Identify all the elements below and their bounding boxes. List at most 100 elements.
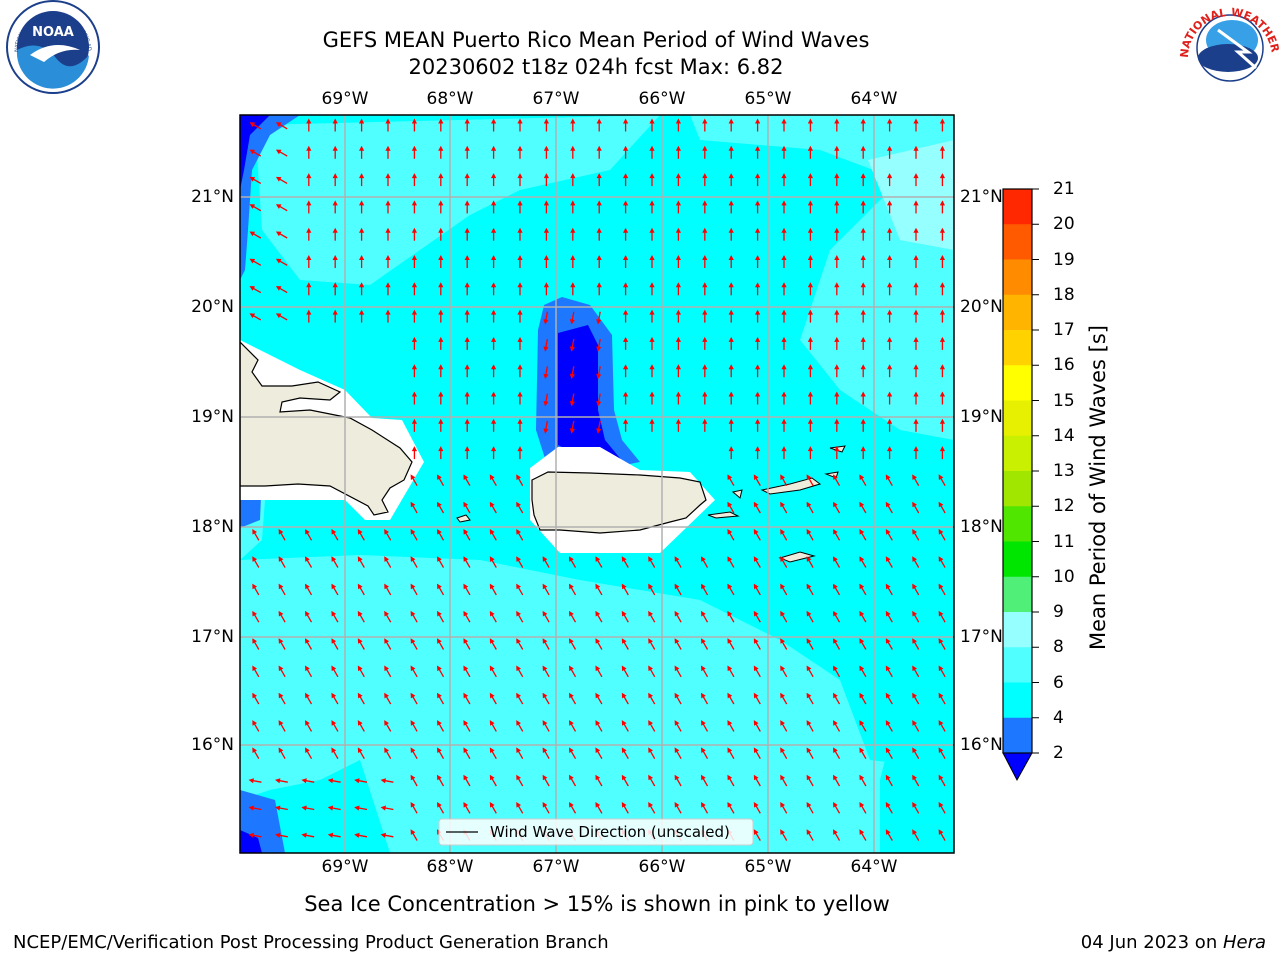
direction-arrow-head [859,802,865,808]
direction-arrow-head [410,829,416,835]
bottom-lon-label: 67°W [532,857,580,877]
direction-arrow-head [938,583,944,590]
direction-arrow-head [938,556,944,562]
direction-arrow-head [464,227,470,233]
direction-arrow-head [249,149,256,155]
direction-arrow-head [885,747,891,753]
direction-arrow-head [542,556,548,562]
direction-arrow-head [410,556,416,562]
direction-arrow-head [491,364,497,370]
direction-arrow-head [648,802,653,808]
direction-arrow-head [463,638,469,644]
map-area [240,115,954,853]
direction-arrow-head [516,747,521,753]
direction-arrow-head [410,665,416,672]
direction-arrow-head [623,282,629,288]
direction-arrow-head [860,418,866,424]
direction-arrow-head [728,282,734,288]
direction-arrow-head [939,446,945,452]
direction-arrow-head [305,529,310,535]
direction-arrow-head [596,282,602,288]
direction-arrow-head [249,286,256,291]
direction-arrow-head [649,145,655,151]
direction-arrow-head [411,200,417,206]
direction-arrow-head [491,391,497,397]
direction-arrow-head [385,255,391,260]
direction-arrow-head [860,118,866,124]
direction-arrow-head [411,418,417,424]
direction-arrow-head [753,720,759,726]
period-region-2to4-nw [240,115,300,280]
direction-arrow-head [913,336,919,342]
colorbar-tick-label: 8 [1053,637,1064,658]
direction-arrow-head [885,692,891,699]
direction-arrow-head [780,529,785,535]
direction-arrow-head [939,309,945,315]
direction-arrow-head [248,805,254,811]
direction-arrow-head [331,638,337,644]
direction-arrow-head [359,227,365,233]
direction-arrow-head [728,173,734,179]
direction-arrow-head [542,610,548,617]
direction-arrow-head [674,720,680,726]
direction-arrow-head [385,200,391,206]
direction-arrow-head [885,474,891,480]
direction-arrow-head [306,145,312,151]
direction-arrow-head [384,720,389,726]
direction-arrow-head [517,418,523,424]
direction-arrow-head [807,282,813,288]
direction-arrow-head [249,313,256,319]
direction-arrow-head [649,118,655,124]
direction-arrow-head [780,638,785,644]
colorbar-tick-label: 10 [1053,566,1075,587]
direction-arrow-head [834,282,840,288]
bottom-lon-label: 68°W [426,857,474,877]
direction-arrow-head [913,173,919,179]
direction-arrow-head [596,373,602,380]
direction-arrow-head [755,446,761,452]
direction-arrow-head [517,336,523,342]
direction-arrow-head [327,805,334,811]
direction-arrow-head [623,227,629,233]
direction-arrow-head [780,774,785,781]
direction-arrow-head [623,418,629,424]
direction-arrow-head [517,391,523,397]
direction-arrow-head [569,692,574,699]
direction-arrow-head [543,118,549,124]
direction-arrow-head [517,227,523,233]
direction-arrow-head [569,802,574,808]
direction-arrow-head [885,556,891,562]
direction-arrow-head [834,145,840,151]
direction-arrow-head [332,173,338,179]
direction-arrow-head [489,610,495,617]
direction-arrow-head [516,529,521,535]
direction-arrow-head [648,774,653,781]
direction-arrow-head [753,610,759,617]
direction-arrow-head [623,391,629,397]
direction-arrow-head [806,692,812,699]
direction-arrow-head [806,556,812,562]
direction-arrow-head [331,692,337,699]
direction-arrow-head [939,336,945,342]
direction-arrow-head [727,501,733,508]
direction-arrow-head [912,529,917,535]
direction-arrow-head [912,638,917,644]
direction-arrow-head [753,638,759,644]
direction-arrow-head [912,720,917,726]
direction-arrow-head [384,583,389,590]
direction-arrow-head [702,255,708,260]
direction-arrow-head [517,200,523,206]
right-lat-label: 17°N [960,627,1003,647]
direction-arrow-head [595,610,601,617]
direction-arrow-head [384,556,389,562]
direction-arrow-head [411,364,417,370]
direction-arrow-head [887,336,893,342]
direction-arrow-head [252,747,257,753]
direction-arrow-head [938,829,944,835]
direction-arrow-head [887,446,893,452]
direction-arrow-head [332,309,338,315]
direction-arrow-head [860,200,866,206]
direction-arrow-head [305,747,310,753]
direction-arrow-head [332,227,338,233]
direction-arrow-head [781,255,787,260]
